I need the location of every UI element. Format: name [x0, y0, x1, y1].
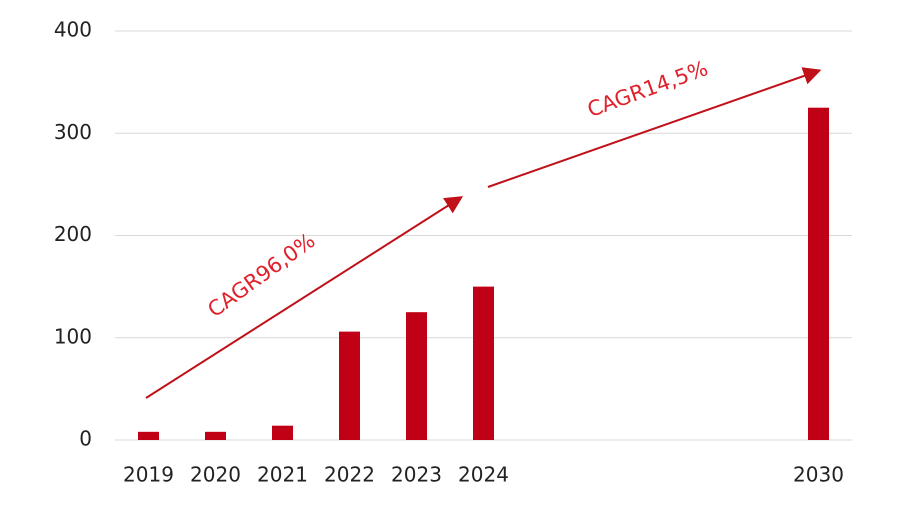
y-tick-label: 100 [54, 324, 92, 348]
bar [272, 425, 293, 440]
x-tick-label: 2024 [458, 463, 509, 487]
y-tick-label: 200 [54, 222, 92, 246]
y-tick-label: 400 [54, 18, 92, 42]
y-tick-label: 300 [54, 120, 92, 144]
x-tick-label: 2023 [391, 463, 442, 487]
x-tick-label: 2019 [123, 463, 174, 487]
annotation: CAGR14,5% [584, 56, 711, 122]
x-tick-label: 2021 [257, 463, 308, 487]
annotation: CAGR96,0% [203, 228, 319, 322]
bar [205, 431, 226, 440]
x-tick-label: 2020 [190, 463, 241, 487]
bar [138, 431, 159, 440]
arrow [487, 67, 822, 188]
bar [473, 286, 494, 440]
arrow [145, 196, 464, 399]
y-tick-label: 0 [79, 427, 92, 451]
bar [339, 331, 360, 440]
x-tick-label: 2022 [324, 463, 375, 487]
bar [808, 107, 829, 440]
x-tick-label: 2030 [793, 463, 844, 487]
bar [406, 312, 427, 440]
